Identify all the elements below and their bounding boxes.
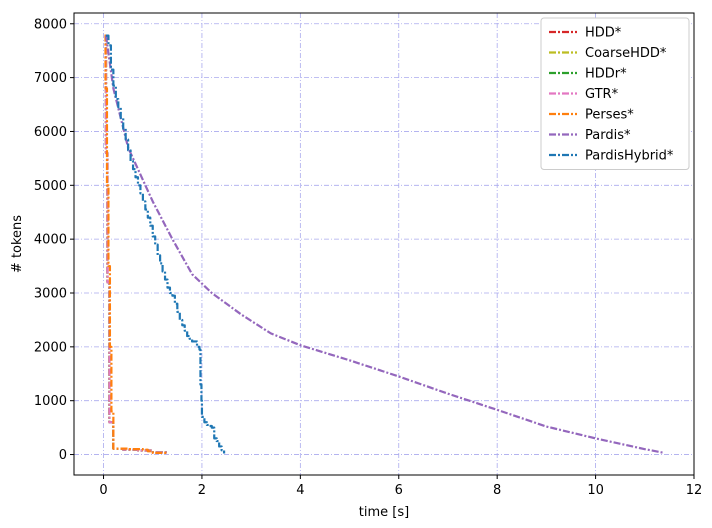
legend-label: GTR* bbox=[585, 87, 619, 102]
series-lines bbox=[104, 34, 665, 455]
x-axis-ticks: 0 2 4 6 8 10 12 bbox=[99, 475, 702, 498]
y-tick-label: 4000 bbox=[34, 233, 67, 248]
legend: HDD* CoarseHDD* HDDr* GTR* Perses* Pardis* Par… bbox=[540, 17, 690, 170]
y-tick-label: 7000 bbox=[34, 71, 67, 86]
series-line-perses bbox=[104, 34, 169, 455]
y-tick-label: 2000 bbox=[34, 340, 67, 355]
y-tick-label: 5000 bbox=[34, 179, 67, 194]
legend-label: PardisHybrid* bbox=[585, 149, 674, 164]
y-axis-label: # tokens bbox=[10, 215, 25, 273]
x-tick-label: 10 bbox=[587, 483, 604, 498]
legend-label: Perses* bbox=[585, 108, 634, 123]
y-tick-label: 6000 bbox=[34, 125, 67, 140]
y-tick-label: 8000 bbox=[34, 17, 67, 32]
x-tick-label: 6 bbox=[395, 483, 403, 498]
legend-label: CoarseHDD* bbox=[585, 46, 667, 61]
x-tick-label: 12 bbox=[686, 483, 703, 498]
y-axis-ticks: 0 1000 2000 3000 4000 5000 6000 7000 8000 bbox=[34, 17, 74, 463]
series-line-pardishybrid bbox=[105, 34, 226, 454]
x-tick-label: 0 bbox=[99, 483, 107, 498]
x-tick-label: 8 bbox=[493, 483, 501, 498]
series-line-pardis bbox=[104, 35, 665, 455]
legend-label: HDDr* bbox=[585, 67, 627, 82]
y-tick-label: 1000 bbox=[34, 394, 67, 409]
legend-label: Pardis* bbox=[585, 128, 631, 143]
legend-box bbox=[540, 17, 690, 170]
y-tick-label: 0 bbox=[59, 448, 67, 463]
x-tick-label: 2 bbox=[198, 483, 206, 498]
plot-frame bbox=[73, 12, 695, 476]
legend-label: HDD* bbox=[585, 26, 622, 41]
y-tick-label: 3000 bbox=[34, 287, 67, 302]
x-axis-label: time [s] bbox=[359, 505, 409, 520]
x-tick-label: 4 bbox=[296, 483, 304, 498]
